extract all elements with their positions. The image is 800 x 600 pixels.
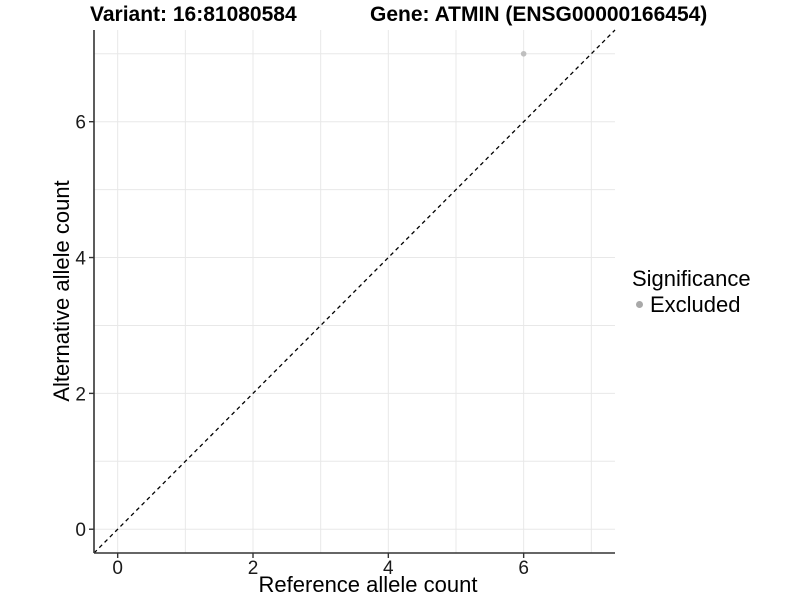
plot-title-gene: Gene: ATMIN (ENSG00000166454) — [370, 3, 708, 26]
y-axis-title: Alternative allele count — [49, 180, 74, 402]
y-tick-label: 4 — [75, 249, 86, 270]
data-point — [520, 50, 527, 57]
x-tick-label: 2 — [248, 558, 259, 579]
y-tick-label: 2 — [75, 384, 86, 405]
legend-title: Significance — [632, 266, 751, 291]
x-tick-label: 4 — [383, 558, 394, 579]
plot-title-variant: Variant: 16:81080584 — [90, 3, 297, 26]
x-tick-label: 0 — [112, 558, 123, 579]
x-tick-label: 6 — [518, 558, 529, 579]
legend: Significance Excluded — [632, 266, 751, 317]
y-tick-label: 0 — [75, 520, 86, 541]
legend-item-label: Excluded — [650, 292, 741, 317]
legend-marker-circle-icon — [636, 301, 643, 308]
identity-line — [93, 29, 616, 554]
x-axis-title: Reference allele count — [258, 572, 478, 597]
legend-item-excluded: Excluded — [632, 292, 751, 317]
y-tick-label: 6 — [75, 113, 86, 134]
